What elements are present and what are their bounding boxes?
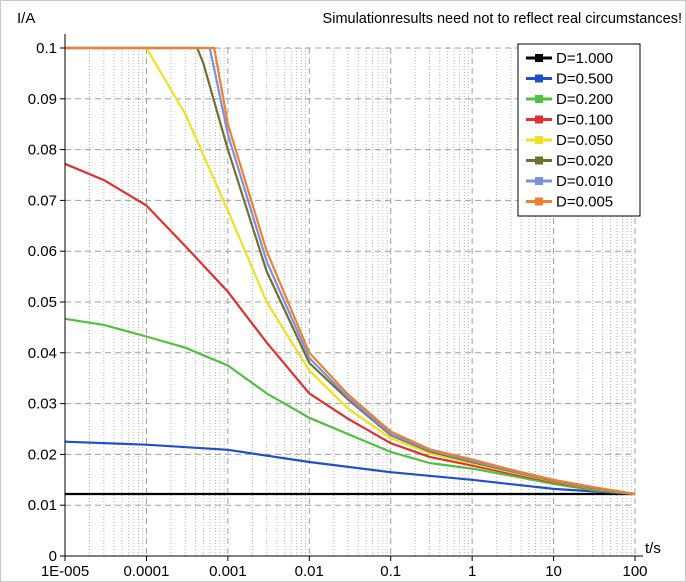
legend-label: D=1.000 [556,50,613,67]
y-tick-label: 0.07 [28,192,57,209]
legend-label: D=0.010 [556,173,613,190]
legend-label: D=0.050 [556,132,613,149]
y-tick-label: 0.02 [28,446,57,463]
labels-layer: 0 0.01 0.02 0.03 0.04 0.05 0.06 0.07 0.08 0.09 0.1… [28,40,648,580]
x-tick-label: 1E-005 [41,563,89,580]
y-tick-label: 0 [49,548,57,565]
y-tick-label: 0.06 [28,243,57,260]
x-axis-title: t/s [645,540,661,557]
legend-swatch-marker [535,156,543,165]
y-tick-label: 0.1 [36,40,57,57]
legend-label: D=0.005 [556,194,613,211]
x-tick-label: 0.001 [209,563,247,580]
legend-swatch-marker [535,177,543,185]
x-tick-label: 10 [545,563,562,580]
y-tick-label: 0.05 [28,294,57,311]
series-line-D=0.100 [64,162,636,496]
legend-swatch-marker [535,95,543,103]
legend-swatch-marker [535,115,543,124]
legend-swatch-marker [535,74,543,83]
legend-label: D=0.200 [556,91,613,108]
series-layer [64,46,636,496]
x-tick-label: 1 [468,563,476,580]
y-tick-label: 0.08 [28,142,57,159]
legend-swatch-marker [535,54,543,62]
legend-swatch-marker [535,197,543,206]
legend-label: D=0.100 [556,112,613,129]
legend-box [517,43,641,217]
x-tick-label: 0.01 [295,563,324,580]
legend: D=1.000 D=0.500 D=0.200 D=0.100 D=0.050 D=0.0… [517,43,641,217]
series-line-D=0.500 [64,440,636,496]
series-line-D=0.200 [64,317,636,496]
y-tick-label: 0.04 [28,345,57,362]
x-tick-label: 100 [622,563,647,580]
legend-swatch-marker [535,136,543,144]
y-tick-label: 0.03 [28,396,57,413]
x-tick-label: 0.1 [380,563,401,580]
y-axis-title: I/A [17,10,35,27]
x-tick-label: 0.0001 [123,563,169,580]
chart-annotation: Simulationresults need not to reflect re… [323,11,682,27]
series-line-D=0.005 [65,46,636,496]
y-tick-label: 0.09 [28,91,57,108]
legend-label: D=0.500 [556,71,613,88]
axes-layer [60,34,643,561]
y-tick-label: 0.01 [28,497,57,514]
legend-label: D=0.020 [556,153,613,170]
